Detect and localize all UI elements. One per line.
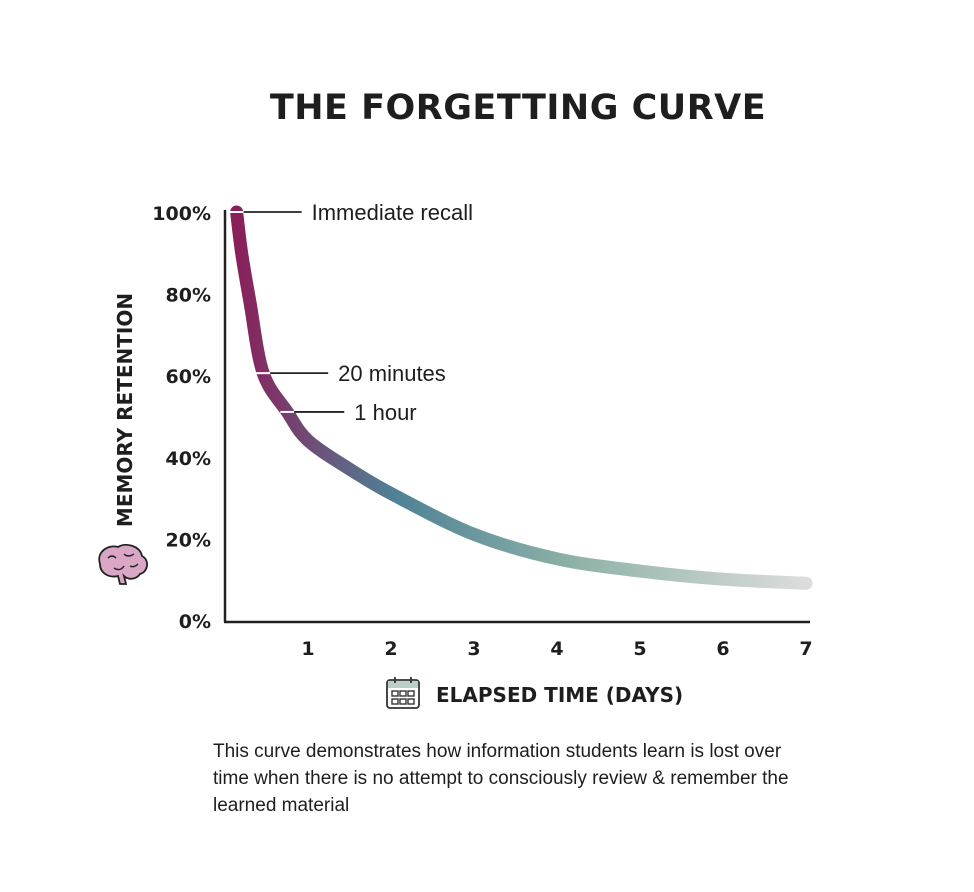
y-tick-label: 80%	[166, 285, 211, 307]
x-tick-label: 3	[467, 638, 480, 660]
y-tick-label: 40%	[166, 448, 211, 470]
annotation-label: Immediate recall	[312, 200, 473, 225]
calendar-icon	[386, 677, 420, 709]
x-tick-label: 2	[384, 638, 397, 660]
x-tick-label: 7	[799, 638, 812, 660]
y-tick-label: 100%	[152, 203, 211, 225]
y-axis-label: MEMORY RETENTION	[113, 293, 137, 527]
y-tick-label: 60%	[166, 366, 211, 388]
chart-caption: This curve demonstrates how information …	[213, 741, 789, 816]
chart-title: THE FORGETTING CURVE	[269, 88, 767, 128]
y-tick-label: 0%	[179, 611, 211, 633]
x-tick-label: 1	[301, 638, 314, 660]
x-tick-label: 4	[550, 638, 563, 660]
x-tick-label: 5	[633, 638, 646, 660]
annotation-label: 1 hour	[354, 400, 416, 425]
x-tick-label: 6	[716, 638, 729, 660]
retention-curve	[230, 205, 813, 590]
annotation-label: 20 minutes	[338, 361, 446, 386]
brain-icon	[98, 543, 148, 585]
x-axis-label: ELAPSED TIME (DAYS)	[436, 683, 683, 707]
y-tick-label: 20%	[166, 529, 211, 551]
